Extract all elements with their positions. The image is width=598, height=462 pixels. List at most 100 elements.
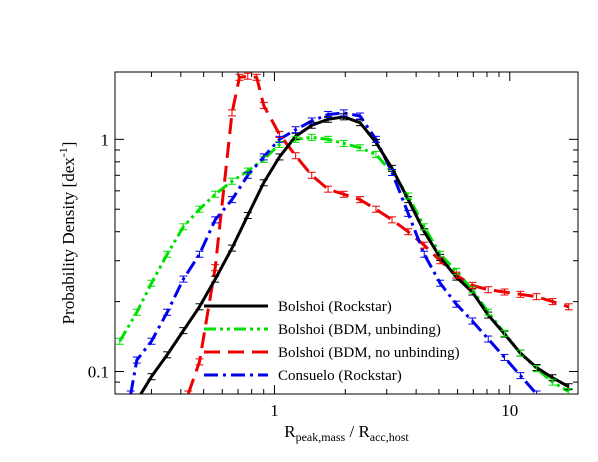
x-axis-label-sub2: acc,host: [370, 430, 410, 444]
legend-label: Bolshoi (BDM, unbinding): [278, 322, 441, 338]
data-point: [436, 250, 445, 258]
data-point: [339, 190, 348, 198]
y-axis-label-sup: -1: [56, 147, 70, 157]
x-axis-label-base: R: [284, 422, 296, 441]
data-point: [211, 190, 220, 198]
data-point: [436, 279, 445, 287]
data-point: [532, 293, 541, 301]
data-point: [147, 337, 156, 345]
data-point: [564, 388, 573, 394]
data-point: [339, 139, 348, 147]
data-point: [147, 373, 156, 381]
data-point: [484, 335, 493, 343]
data-point: [516, 290, 525, 298]
data-point: [484, 308, 493, 316]
legend-label: Bolshoi (BDM, no unbinding): [278, 345, 460, 361]
data-point: [195, 358, 204, 366]
data-point: [184, 390, 193, 394]
legend: Bolshoi (Rockstar) Bolshoi (BDM, unbindin…: [204, 299, 460, 384]
error-bar-layer: [115, 72, 573, 404]
data-point: [371, 205, 380, 213]
data-point: [324, 110, 333, 118]
data-point: [275, 135, 284, 143]
data-point: [404, 209, 413, 217]
y-tick-label: 1: [101, 130, 110, 149]
data-point: [452, 271, 461, 279]
data-point: [195, 303, 204, 311]
y-axis-label-close: ]: [59, 142, 78, 148]
data-point: [436, 257, 445, 265]
data-point: [356, 196, 365, 204]
data-point: [259, 101, 268, 109]
data-point: [211, 275, 220, 283]
plot-frame: [114, 71, 579, 395]
data-point: [468, 317, 477, 325]
data-point: [259, 179, 268, 187]
data-point: [228, 196, 237, 204]
data-point: [500, 353, 509, 361]
data-point: [307, 117, 316, 125]
data-point: [516, 349, 525, 357]
y-axis-label-text: Probability Density [dex: [59, 157, 78, 325]
data-point: [179, 223, 188, 231]
legend-label: Consuelo (Rockstar): [278, 368, 402, 384]
data-point: [307, 133, 316, 141]
data-point: [133, 398, 141, 404]
data-point: [371, 135, 380, 143]
data-point: [324, 185, 333, 193]
data-point: [500, 329, 509, 337]
legend-entry: Bolshoi (BDM, no unbinding): [204, 345, 460, 361]
data-point: [532, 365, 541, 373]
data-point: [307, 171, 316, 179]
series-line-0: [139, 115, 570, 394]
data-point: [388, 168, 397, 176]
data-point: [484, 286, 493, 294]
data-point: [126, 390, 135, 394]
data-point: [500, 288, 509, 296]
data-point: [291, 126, 300, 134]
data-point: [452, 300, 461, 308]
data-point: [195, 205, 204, 213]
data-point: [324, 135, 333, 143]
x-axis-label-mid: / R: [345, 422, 370, 441]
legend-entry: Bolshoi (BDM, unbinding): [204, 322, 441, 338]
legend-entry: Consuelo (Rockstar): [204, 368, 402, 384]
data-point: [564, 303, 573, 311]
data-point: [420, 250, 429, 258]
data-point: [235, 73, 244, 81]
legend-label: Bolshoi (Rockstar): [278, 299, 392, 315]
data-point: [468, 281, 477, 289]
legend-entry: Bolshoi (Rockstar): [204, 299, 392, 315]
data-point: [132, 356, 141, 364]
data-point: [179, 327, 188, 335]
x-tick-label: 10: [501, 401, 518, 420]
data-point: [252, 73, 261, 81]
data-point: [532, 390, 541, 394]
x-axis-label-sub1: peak,mass: [296, 430, 346, 444]
data-point: [211, 216, 220, 224]
data-point: [163, 351, 172, 359]
data-point: [228, 177, 237, 185]
data-point: [147, 279, 156, 287]
data-point: [388, 216, 397, 224]
data-point: [548, 378, 557, 386]
data-point: [275, 153, 284, 161]
data-point: [211, 264, 220, 272]
data-point: [404, 228, 413, 236]
data-point: [420, 241, 429, 249]
data-point: [356, 112, 365, 120]
data-point: [371, 151, 380, 159]
data-point: [163, 308, 172, 316]
y-tick-label: 0.1: [88, 363, 109, 382]
data-point: [115, 337, 124, 345]
data-point: [356, 119, 365, 127]
data-point: [163, 250, 172, 258]
data-point: [228, 244, 237, 252]
data-point: [179, 275, 188, 283]
data-point: [259, 153, 268, 161]
data-point: [291, 135, 300, 143]
data-point: [195, 250, 204, 258]
data-point: [548, 298, 557, 306]
data-point: [291, 152, 300, 160]
